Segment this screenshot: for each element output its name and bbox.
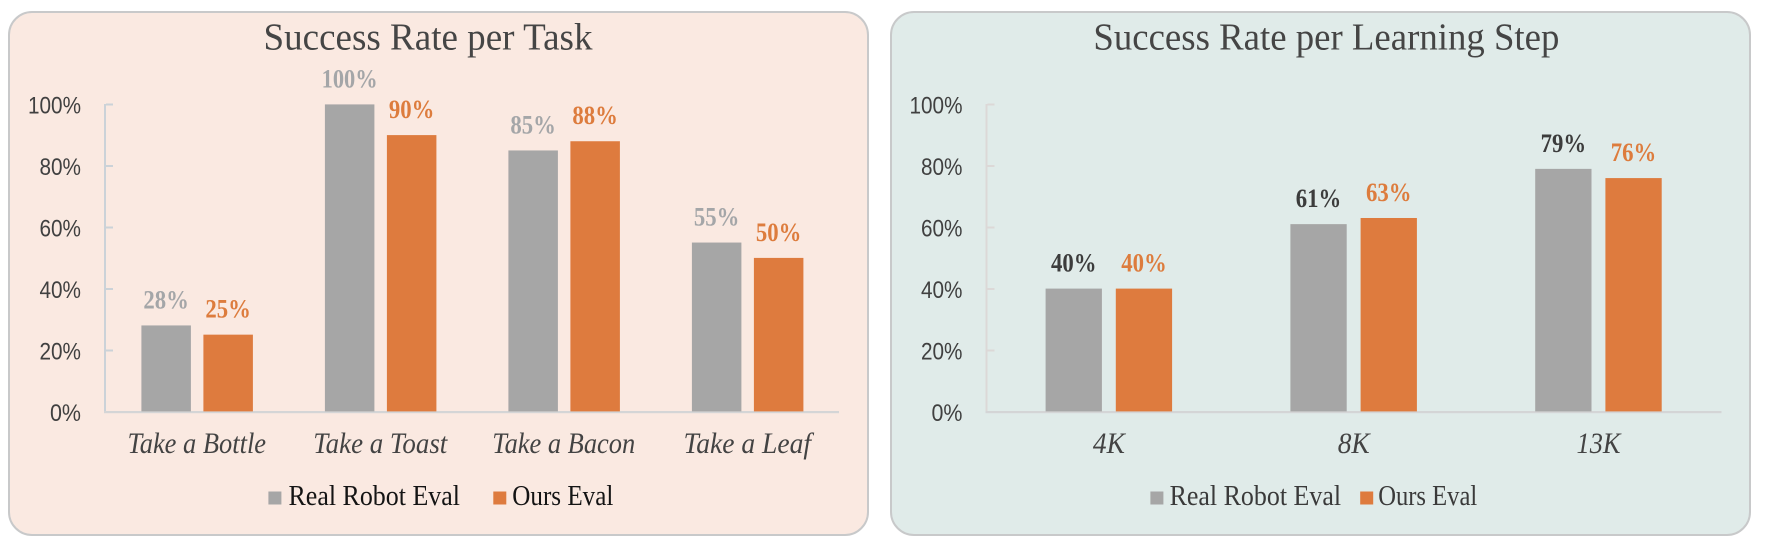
svg-text:4K: 4K — [1093, 427, 1127, 460]
svg-text:25%: 25% — [205, 295, 251, 324]
svg-text:0%: 0% — [932, 400, 963, 427]
svg-text:79%: 79% — [1541, 129, 1587, 158]
svg-text:50%: 50% — [756, 218, 802, 247]
svg-text:76%: 76% — [1611, 138, 1657, 167]
svg-text:80%: 80% — [40, 154, 82, 181]
svg-text:28%: 28% — [143, 285, 189, 314]
svg-text:13K: 13K — [1577, 427, 1623, 460]
svg-text:63%: 63% — [1366, 178, 1412, 207]
svg-text:88%: 88% — [572, 101, 618, 130]
svg-text:61%: 61% — [1296, 184, 1342, 213]
svg-text:90%: 90% — [389, 95, 435, 124]
svg-text:100%: 100% — [28, 92, 81, 119]
svg-text:Success Rate per Learning Step: Success Rate per Learning Step — [1093, 17, 1559, 59]
svg-text:20%: 20% — [921, 338, 963, 365]
svg-text:Take a Toast: Take a Toast — [313, 427, 448, 460]
svg-text:Real Robot Eval: Real Robot Eval — [1170, 480, 1342, 512]
svg-text:40%: 40% — [1051, 249, 1097, 278]
svg-text:80%: 80% — [921, 154, 963, 181]
svg-text:Take a Leaf: Take a Leaf — [683, 427, 814, 460]
svg-text:40%: 40% — [921, 277, 963, 304]
svg-text:Take a Bacon: Take a Bacon — [492, 427, 635, 460]
svg-text:8K: 8K — [1338, 427, 1372, 460]
svg-text:Real Robot Eval: Real Robot Eval — [289, 480, 461, 512]
svg-text:60%: 60% — [40, 215, 82, 242]
svg-text:100%: 100% — [910, 92, 963, 119]
svg-text:0%: 0% — [50, 400, 81, 427]
svg-text:85%: 85% — [510, 110, 556, 139]
svg-text:Take a Bottle: Take a Bottle — [127, 427, 266, 460]
svg-text:40%: 40% — [1121, 249, 1167, 278]
svg-text:40%: 40% — [40, 277, 82, 304]
svg-text:Ours Eval: Ours Eval — [512, 480, 613, 512]
svg-text:Ours Eval: Ours Eval — [1378, 480, 1477, 512]
svg-text:60%: 60% — [921, 215, 963, 242]
svg-text:Success Rate per Task: Success Rate per Task — [264, 17, 593, 59]
svg-text:20%: 20% — [40, 338, 82, 365]
svg-text:55%: 55% — [694, 203, 740, 232]
svg-text:100%: 100% — [322, 64, 378, 93]
